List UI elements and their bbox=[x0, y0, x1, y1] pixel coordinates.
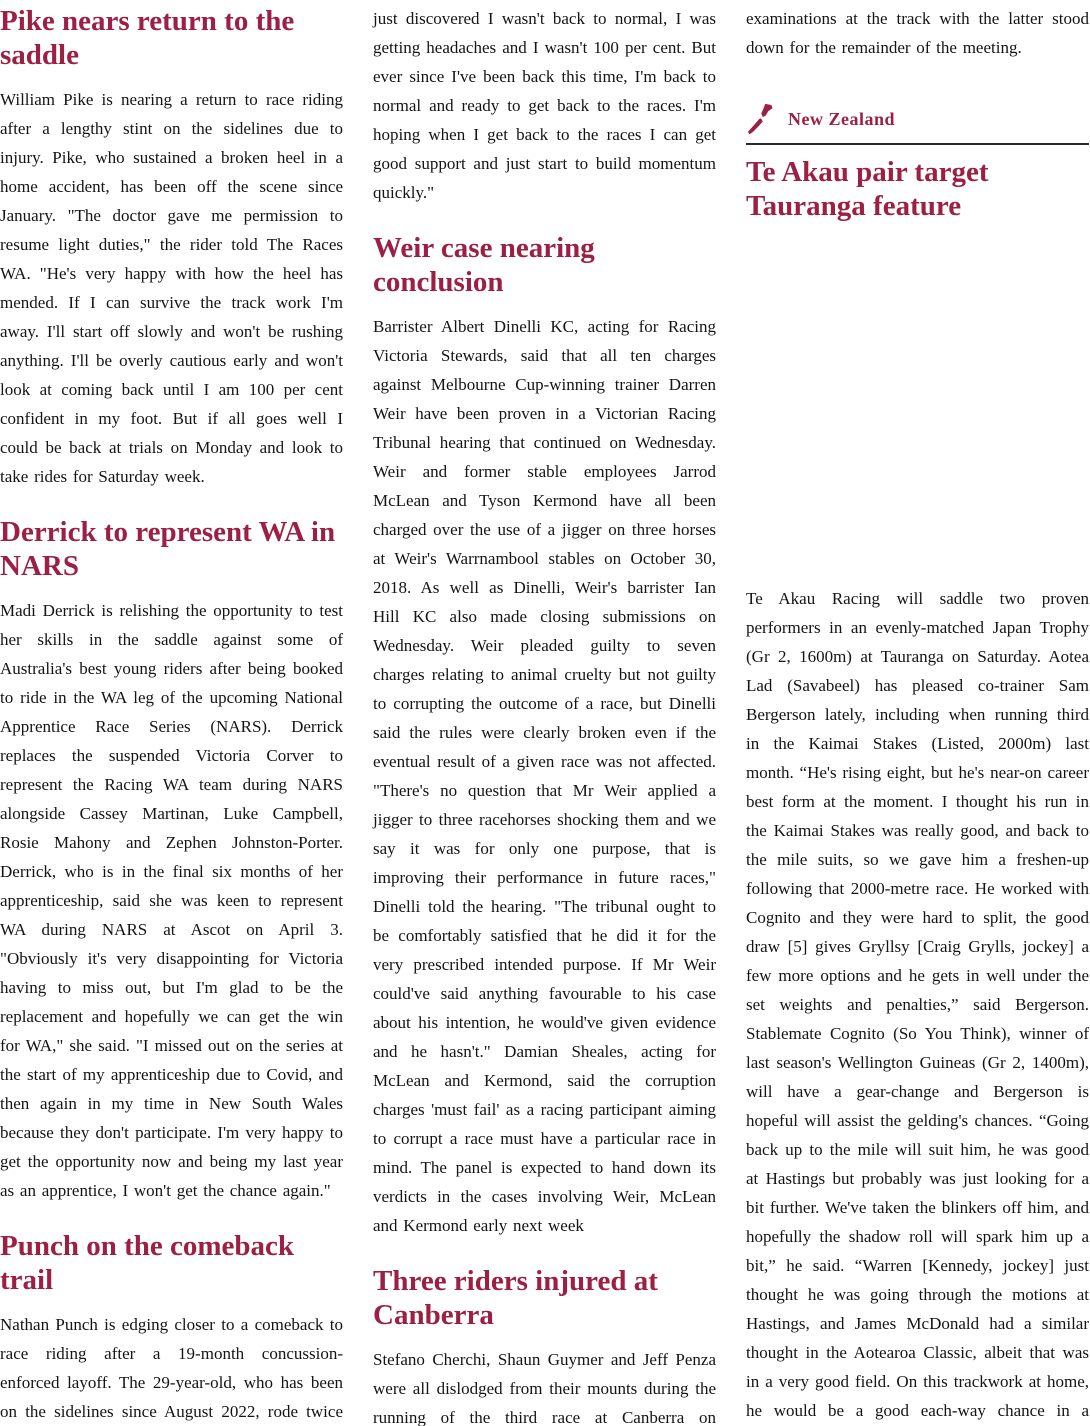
article-image-placeholder bbox=[746, 236, 1089, 584]
article-body-punch-part1: Nathan Punch is edging closer to a comeb… bbox=[0, 1315, 343, 1421]
column-3: examinations at the track with the latte… bbox=[746, 4, 1089, 1426]
section-kicker-label: New Zealand bbox=[788, 108, 896, 129]
article-body-pike: William Pike is nearing a return to race… bbox=[0, 90, 343, 486]
headline-te-akau: Te Akau pair target Tauranga feature bbox=[746, 156, 989, 222]
section-divider bbox=[746, 143, 1089, 145]
headline-pike-return: Pike nears return to the saddle bbox=[0, 5, 295, 71]
article-body-te-akau: Te Akau Racing will saddle two proven pe… bbox=[746, 589, 1089, 1420]
article-body-derrick: Madi Derrick is relishing the opportunit… bbox=[0, 601, 343, 1200]
column-2: just discovered I wasn't back to normal,… bbox=[373, 4, 716, 1426]
headline-derrick-nars: Derrick to represent WA in NARS bbox=[0, 516, 336, 582]
article-body-canberra-part2: examinations at the track with the latte… bbox=[746, 9, 1089, 57]
headline-punch-comeback: Punch on the comeback trail bbox=[0, 1230, 295, 1296]
article-body-canberra-part1: Stefano Cherchi, Shaun Guymer and Jeff P… bbox=[373, 1350, 716, 1426]
headline-weir-case: Weir case nearing conclusion bbox=[373, 232, 595, 298]
article-body-weir: Barrister Albert Dinelli KC, acting for … bbox=[373, 317, 716, 1235]
section-kicker-row: New Zealand bbox=[746, 102, 1089, 136]
column-1: Pike nears return to the saddle William … bbox=[0, 4, 343, 1426]
headline-riders-injured: Three riders injured at Canberra bbox=[373, 1265, 658, 1331]
article-body-punch-part2: just discovered I wasn't back to normal,… bbox=[373, 9, 716, 202]
new-zealand-map-icon bbox=[746, 102, 776, 136]
